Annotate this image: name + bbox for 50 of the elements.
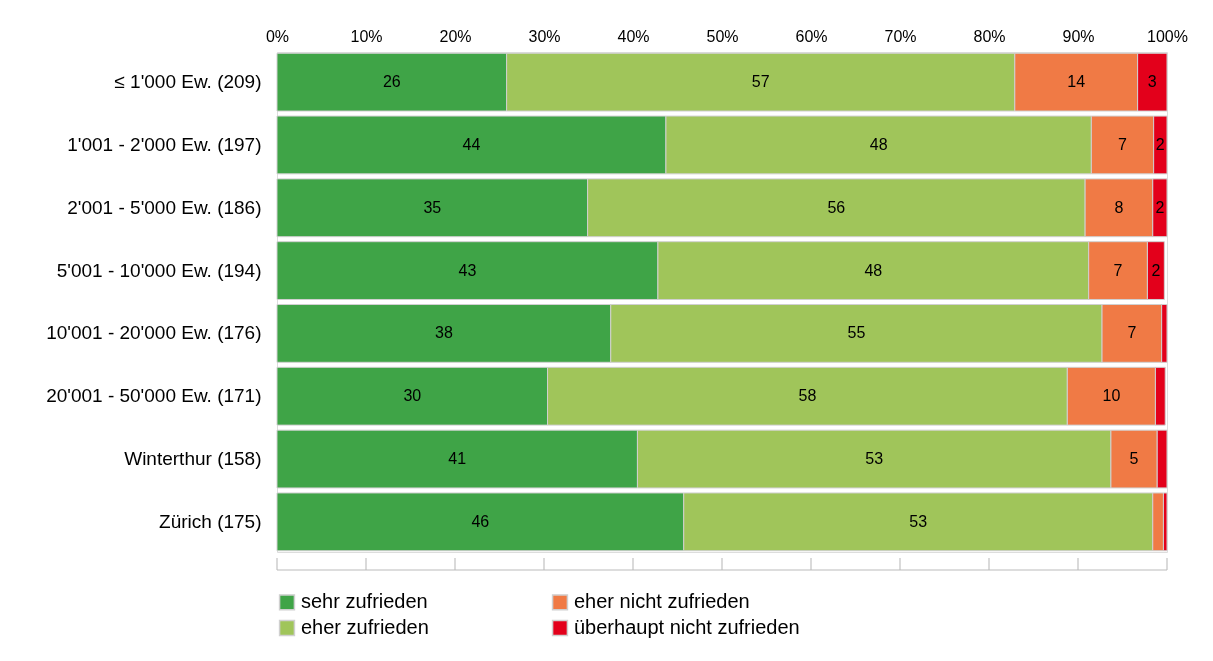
legend-label: eher nicht zufrieden — [574, 590, 750, 613]
data-label: 43 — [458, 261, 477, 279]
x-tick-label: 100% — [1147, 27, 1188, 45]
data-label: 8 — [1114, 198, 1124, 216]
data-label: 56 — [827, 198, 846, 216]
data-label: 48 — [864, 261, 883, 279]
y-tick-label: 10'001 - 20'000 Ew. (176) — [46, 322, 262, 344]
x-tick-label: 40% — [617, 27, 650, 45]
x-tick-label: 60% — [795, 27, 828, 45]
data-label: 7 — [1113, 261, 1123, 279]
x-tick-label: 0% — [265, 27, 290, 45]
y-tick-label: Winterthur (158) — [124, 448, 262, 470]
y-tick-label: 20'001 - 50'000 Ew. (171) — [46, 385, 262, 407]
data-label: 46 — [471, 512, 490, 530]
y-tick-label: Zürich (175) — [159, 510, 262, 532]
data-label: 2 — [1151, 261, 1161, 279]
legend-label: sehr zufrieden — [301, 590, 428, 613]
data-label: 44 — [462, 135, 481, 153]
legend-label: eher zufrieden — [301, 616, 429, 638]
data-label: 7 — [1127, 324, 1137, 342]
data-label: 10 — [1102, 387, 1121, 405]
data-label: 2 — [1155, 198, 1165, 216]
x-tick-label: 90% — [1062, 27, 1095, 45]
x-tick-label: 70% — [884, 27, 917, 45]
data-label: 58 — [798, 387, 817, 405]
y-tick-label: 2'001 - 5'000 Ew. (186) — [67, 196, 262, 218]
y-tick-label: 1'001 - 2'000 Ew. (197) — [67, 133, 262, 155]
data-label: 48 — [869, 135, 888, 153]
data-label: 26 — [382, 73, 401, 91]
data-label: 7 — [1118, 135, 1128, 153]
x-tick-label: 30% — [528, 27, 561, 45]
data-label: 30 — [403, 387, 422, 405]
data-label: 53 — [909, 512, 928, 530]
data-label: 35 — [423, 198, 442, 216]
data-label: 38 — [434, 324, 453, 342]
data-label: 55 — [847, 324, 866, 342]
x-tick-label: 80% — [973, 27, 1006, 45]
data-label: 14 — [1067, 73, 1086, 91]
x-tick-label: 50% — [706, 27, 739, 45]
y-tick-label: 5'001 - 10'000 Ew. (194) — [56, 259, 262, 281]
data-label: 57 — [751, 73, 770, 91]
data-label: 53 — [865, 450, 884, 468]
data-label: 5 — [1129, 450, 1139, 468]
x-tick-label: 20% — [439, 27, 472, 45]
data-label: 3 — [1147, 73, 1157, 91]
x-tick-label: 10% — [350, 27, 383, 45]
y-tick-label: ≤ 1'000 Ew. (209) — [114, 71, 262, 93]
data-label: 2 — [1155, 135, 1165, 153]
legend-label: überhaupt nicht zufrieden — [574, 616, 800, 638]
data-label: 41 — [448, 450, 467, 468]
